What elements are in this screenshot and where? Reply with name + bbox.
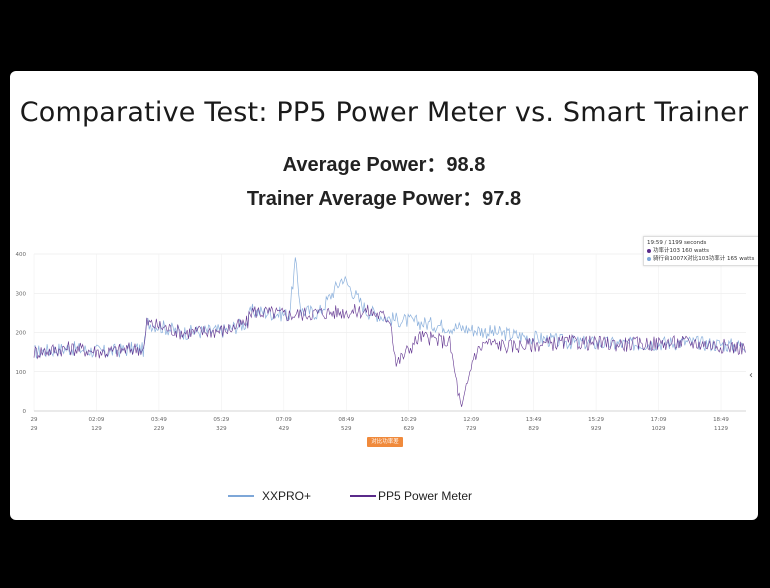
x-tick-time-9: 15:29: [588, 417, 604, 423]
x-tick-seconds-0: 29: [31, 426, 38, 432]
series-line-xxpro: [33, 257, 746, 359]
chart-card: Comparative Test: PP5 Power Meter vs. Sm…: [10, 71, 758, 520]
series-line-pp5: [33, 303, 746, 407]
x-tick-seconds-6: 629: [403, 426, 414, 432]
x-tick-time-11: 18:49: [713, 417, 729, 423]
chart-title: Comparative Test: PP5 Power Meter vs. Sm…: [19, 97, 749, 128]
x-tick-seconds-4: 429: [279, 426, 290, 432]
x-tick-time-2: 03:49: [151, 417, 167, 423]
y-tick-label-4: 400: [16, 252, 27, 258]
grid-lines: [33, 253, 746, 412]
legend-label-xxpro: XXPRO+: [262, 489, 312, 503]
x-tick-time-0: 29: [31, 417, 38, 423]
trainer-average-power-stat: Trainer Average Power：97.8: [246, 188, 522, 210]
x-tick-seconds-11: 1129: [714, 426, 728, 432]
x-tick-seconds-1: 129: [91, 426, 102, 432]
line-chart: 0 100 200 300 400 29 29 02:09 129 03:49 229 05:29 3…: [16, 252, 746, 432]
y-tick-label-0: 0: [23, 409, 27, 415]
xxpro-dot-icon: [647, 256, 651, 261]
series-lines: [33, 257, 746, 407]
x-tick-seconds-8: 829: [528, 426, 539, 432]
x-tick-time-8: 13:49: [526, 417, 542, 423]
legend-label-pp5: PP5 Power Meter: [378, 489, 473, 503]
x-tick-seconds-9: 929: [591, 426, 602, 432]
x-tick-time-6: 10:29: [401, 417, 417, 423]
x-tick-time-7: 12:09: [463, 417, 479, 423]
y-tick-label-2: 200: [16, 331, 27, 337]
y-tick-label-1: 100: [16, 370, 27, 376]
x-tick-time-10: 17:09: [651, 417, 667, 423]
x-tick-time-1: 02:09: [89, 417, 105, 423]
x-tick-seconds-7: 729: [466, 426, 477, 432]
x-tick-time-4: 07:09: [276, 417, 292, 423]
x-tick-time-5: 08:49: [338, 417, 354, 423]
legend-swatch-xxpro: [228, 495, 254, 497]
x-tick-seconds-3: 329: [216, 426, 227, 432]
x-tick-seconds-5: 529: [341, 426, 352, 432]
x-tick-seconds-2: 229: [154, 426, 165, 432]
chevron-left-icon[interactable]: ‹: [749, 370, 753, 381]
hover-tooltip: 19:59 / 1199 seconds 功率计103 160 watts 骑行…: [643, 236, 758, 266]
average-power-stat: Average Power：98.8: [282, 154, 486, 176]
tooltip-line-pp5: 功率计103 160 watts: [653, 248, 710, 254]
compare-badge[interactable]: 对比功率差: [367, 437, 403, 447]
chart-legend: XXPRO+ PP5 Power Meter: [10, 489, 758, 505]
x-axis-ticks: 29 29 02:09 129 03:49 229 05:29 329 07:09 429 08:4…: [31, 417, 730, 432]
tooltip-line-trainer: 骑行台1007X对比103功率计 165 watts: [653, 256, 755, 262]
x-tick-time-3: 05:29: [213, 417, 229, 423]
tooltip-header: 19:59 / 1199 seconds: [647, 240, 707, 246]
legend-item-xxpro[interactable]: XXPRO+: [228, 489, 311, 503]
y-tick-label-3: 300: [16, 291, 27, 297]
pp5-dot-icon: [647, 248, 651, 253]
legend-item-pp5[interactable]: PP5 Power Meter: [350, 489, 472, 503]
y-axis-ticks: 0 100 200 300 400: [16, 252, 27, 415]
legend-swatch-pp5: [350, 495, 376, 497]
x-tick-seconds-10: 1029: [652, 426, 666, 432]
